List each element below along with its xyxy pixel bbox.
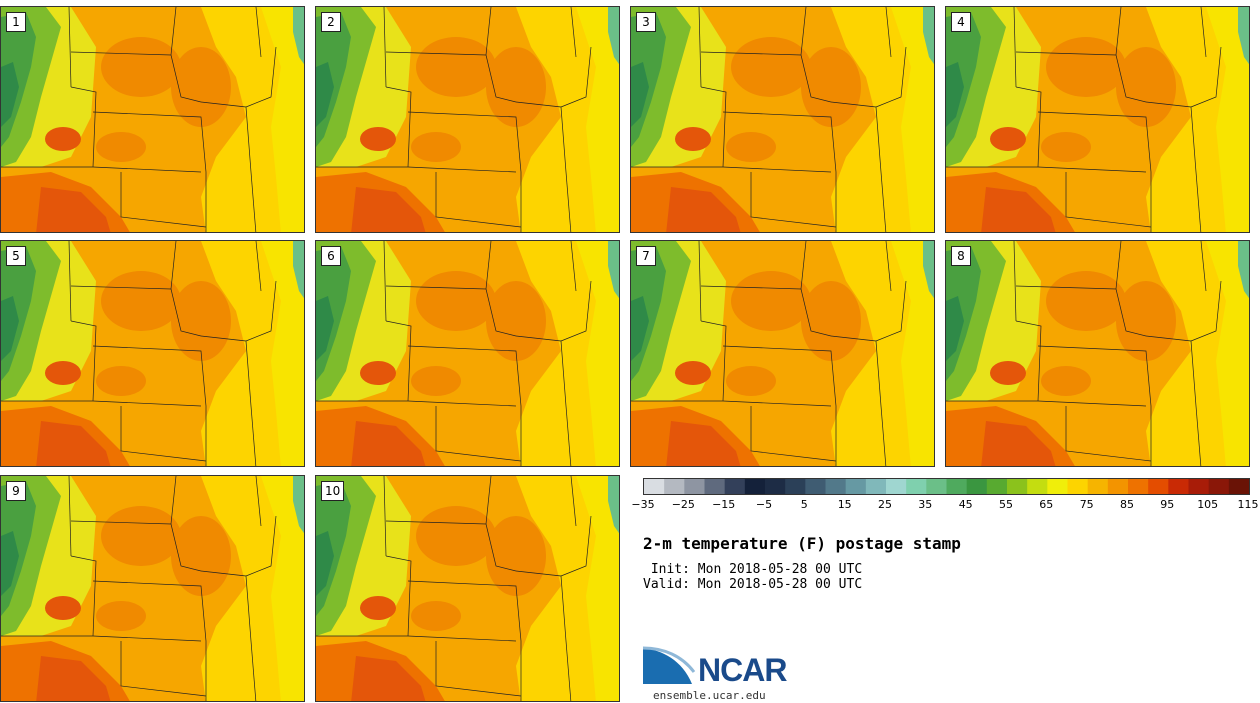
member-label: 8 bbox=[951, 246, 971, 266]
colorbar-bin bbox=[1168, 479, 1189, 494]
colorbar-bin bbox=[886, 479, 907, 494]
colorbar-tick: −35 bbox=[631, 498, 655, 511]
colorbar-bin bbox=[1107, 479, 1129, 494]
init-time: Init: Mon 2018-05-28 00 UTC bbox=[643, 562, 863, 577]
ensemble-member-panel: 3 bbox=[630, 6, 935, 233]
colorbar-bin bbox=[1208, 479, 1230, 494]
member-label: 5 bbox=[6, 246, 26, 266]
ensemble-member-panel: 6 bbox=[315, 240, 620, 467]
colorbar-bin bbox=[926, 479, 947, 494]
colorbar-bin bbox=[845, 479, 867, 494]
ensemble-member-panel: 7 bbox=[630, 240, 935, 467]
colorbar-bin bbox=[684, 479, 705, 494]
colorbar-tick: 15 bbox=[837, 498, 852, 511]
ensemble-member-panel: 4 bbox=[945, 6, 1250, 233]
colorbar-bin bbox=[664, 479, 685, 494]
colorbar-tick: 95 bbox=[1160, 498, 1175, 511]
colorbar-bin bbox=[1188, 479, 1210, 494]
member-label: 3 bbox=[636, 12, 656, 32]
member-label: 4 bbox=[951, 12, 971, 32]
colorbar-tick: 85 bbox=[1120, 498, 1134, 511]
colorbar-bin bbox=[986, 479, 1008, 494]
colorbar-bin bbox=[765, 479, 786, 494]
colorbar-bin bbox=[785, 479, 806, 494]
colorbar-bin bbox=[865, 479, 887, 494]
colorbar-tick: 75 bbox=[1079, 498, 1094, 511]
member-label: 7 bbox=[636, 246, 656, 266]
colorbar-tick: 115 bbox=[1237, 498, 1259, 511]
colorbar-bin bbox=[825, 479, 847, 494]
member-label: 6 bbox=[321, 246, 341, 266]
colorbar-tick: 105 bbox=[1197, 498, 1219, 511]
colorbar-tick: −25 bbox=[671, 498, 695, 511]
valid-time: Valid: Mon 2018-05-28 00 UTC bbox=[643, 577, 863, 592]
colorbar-tick: −15 bbox=[712, 498, 736, 511]
colorbar-bin bbox=[1128, 479, 1149, 494]
colorbar bbox=[643, 478, 1250, 495]
ensemble-member-panel: 9 bbox=[0, 475, 305, 702]
colorbar-bin bbox=[724, 479, 746, 494]
colorbar-tick: 65 bbox=[1039, 498, 1054, 511]
colorbar-bin bbox=[946, 479, 968, 494]
colorbar-tick-labels: −35 −25 −15 −5 5 15 25 35 45 55 65 75 85 95 105 115 bbox=[631, 498, 1258, 512]
colorbar-tick: −5 bbox=[755, 498, 773, 511]
colorbar-bin bbox=[966, 479, 988, 494]
member-label: 10 bbox=[321, 481, 345, 501]
colorbar-bin bbox=[805, 479, 826, 494]
ensemble-member-panel: 5 bbox=[0, 240, 305, 467]
colorbar-bin bbox=[1228, 479, 1249, 494]
colorbar-bin bbox=[906, 479, 927, 494]
colorbar-tick: 45 bbox=[958, 498, 973, 511]
colorbar-tick: 25 bbox=[878, 498, 892, 511]
colorbar-bin bbox=[1027, 479, 1048, 494]
ensemble-member-panel: 10 bbox=[315, 475, 620, 702]
member-label: 2 bbox=[321, 12, 341, 32]
colorbar-bin bbox=[744, 479, 766, 494]
colorbar-bin bbox=[1087, 479, 1109, 494]
colorbar-bin bbox=[704, 479, 726, 494]
colorbar-tick: 55 bbox=[999, 498, 1013, 511]
member-label: 1 bbox=[6, 12, 26, 32]
ensemble-member-panel: 1 bbox=[0, 6, 305, 233]
colorbar-bin bbox=[644, 479, 665, 494]
ncar-logo-text: NCAR bbox=[698, 652, 787, 688]
ensemble-member-panel: 8 bbox=[945, 240, 1250, 467]
map-title: 2-m temperature (F) postage stamp bbox=[643, 534, 961, 553]
site-url: ensemble.ucar.edu bbox=[653, 689, 766, 702]
member-label: 9 bbox=[6, 481, 26, 501]
ncar-logo-icon bbox=[642, 646, 696, 684]
colorbar-bin bbox=[1067, 479, 1089, 494]
colorbar-bin bbox=[1007, 479, 1028, 494]
ensemble-member-panel: 2 bbox=[315, 6, 620, 233]
colorbar-tick: 35 bbox=[918, 498, 933, 511]
colorbar-bin bbox=[1047, 479, 1068, 494]
colorbar-tick: 5 bbox=[800, 498, 808, 511]
colorbar-bin bbox=[1148, 479, 1169, 494]
